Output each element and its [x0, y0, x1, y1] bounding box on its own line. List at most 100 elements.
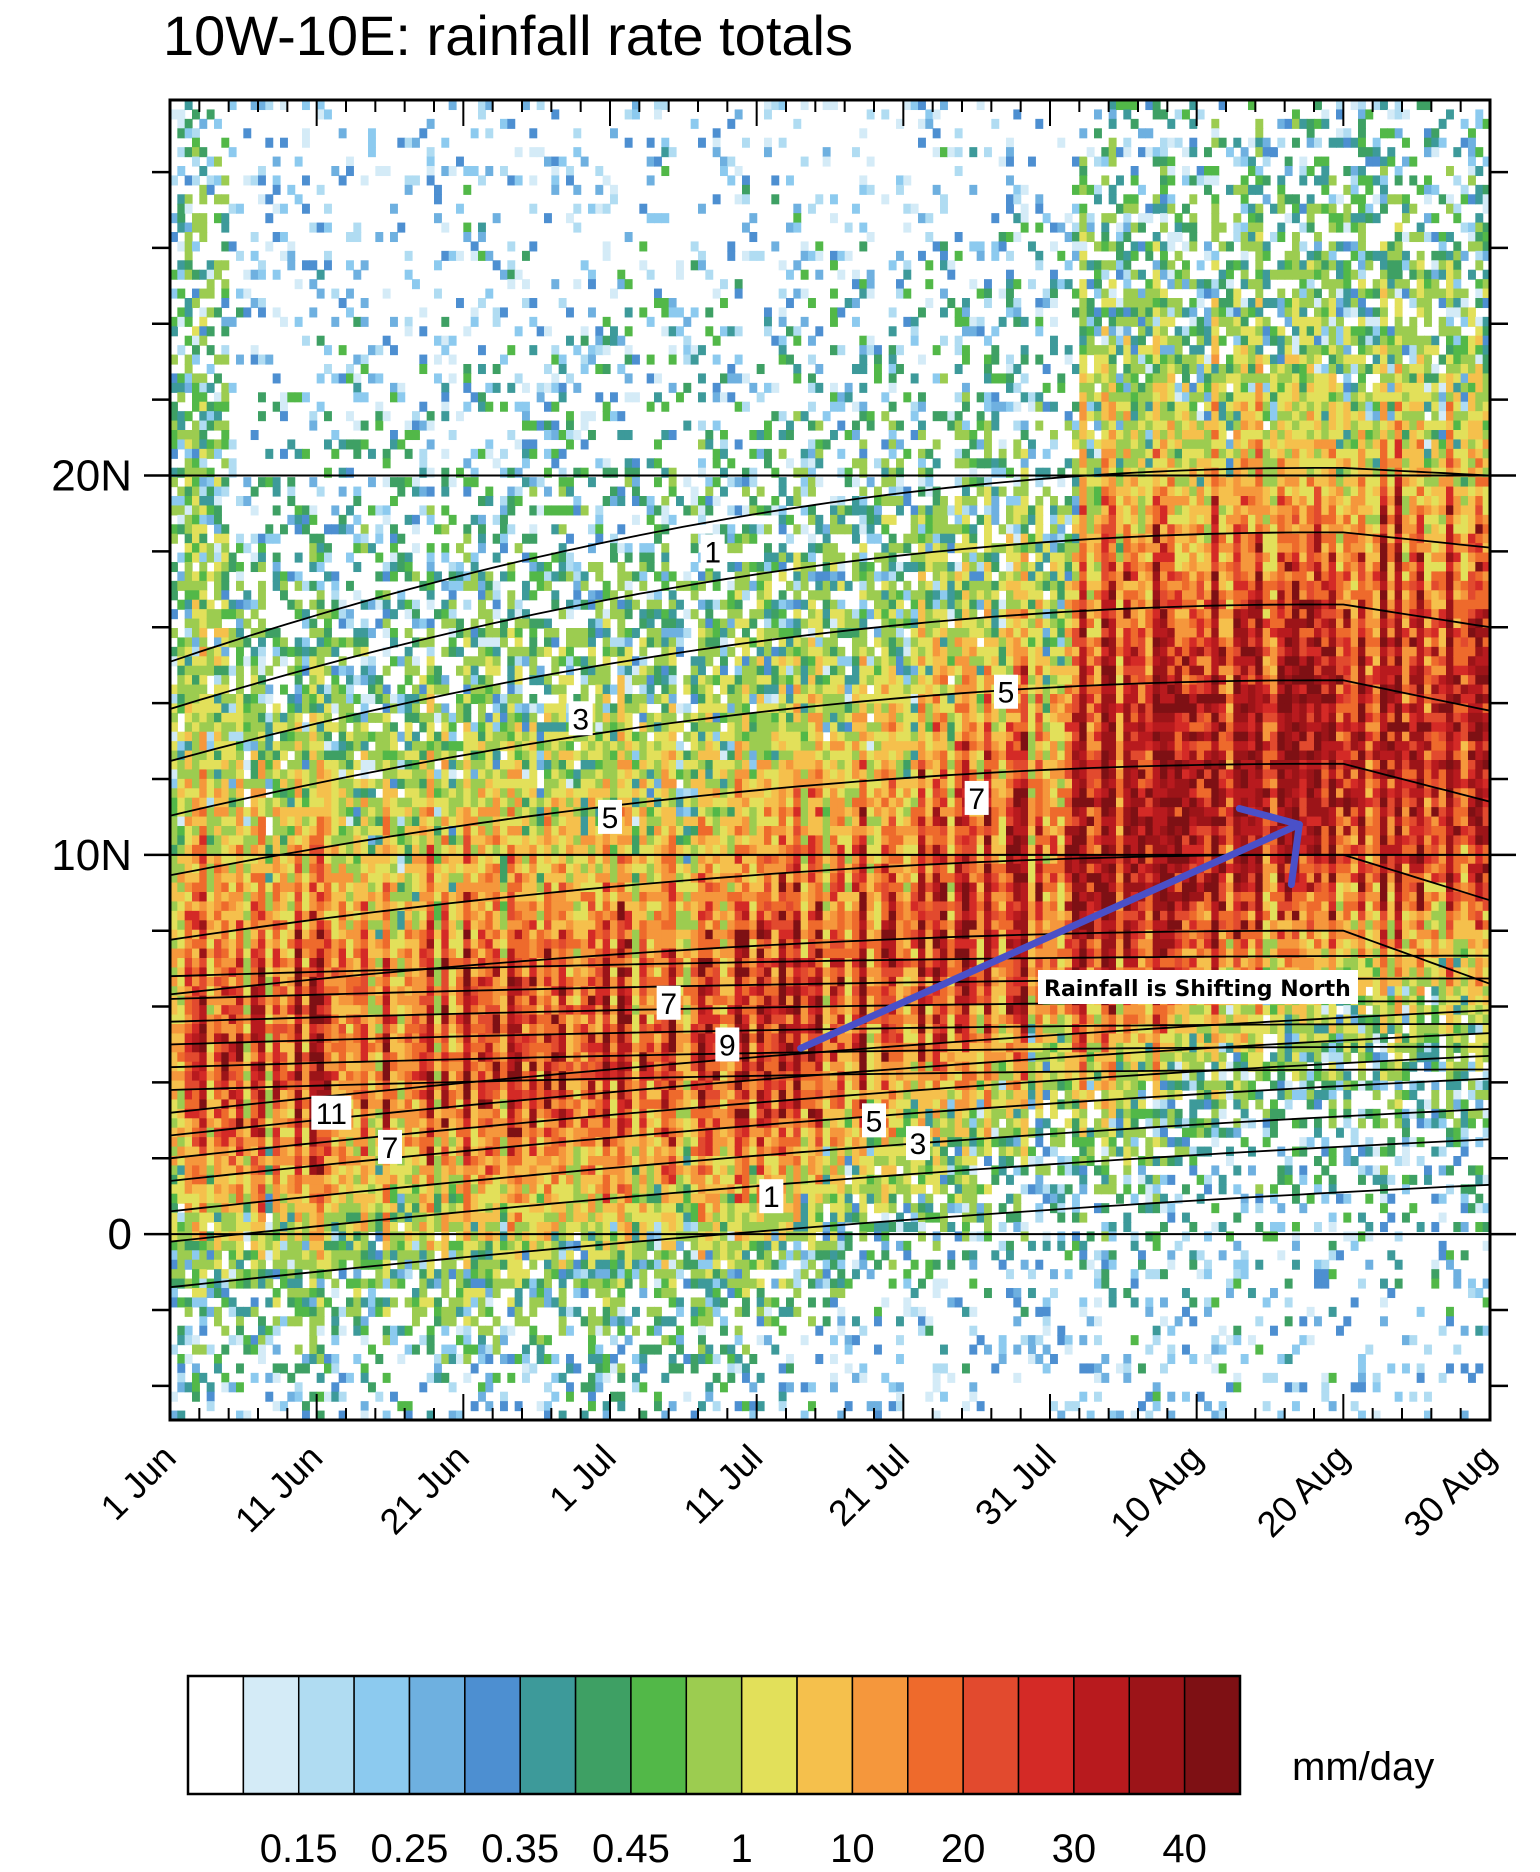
heat-cell	[441, 929, 450, 940]
heat-cell	[206, 910, 215, 921]
heat-cell	[397, 703, 406, 714]
heat-cell	[507, 628, 516, 639]
heat-cell	[397, 778, 406, 789]
heat-cell	[375, 524, 384, 535]
heat-cell	[368, 882, 376, 893]
heat-cell	[536, 1212, 545, 1223]
heat-cell	[390, 731, 398, 742]
heat-cell	[360, 844, 369, 855]
heat-cell	[177, 1156, 186, 1167]
heat-cell	[265, 1335, 274, 1346]
heat-cell	[500, 967, 508, 978]
heat-cell	[324, 1354, 332, 1365]
heat-cell	[544, 1240, 552, 1251]
heat-cell	[434, 1005, 442, 1016]
heat-cell	[206, 364, 215, 375]
heat-cell	[558, 694, 567, 705]
heat-cell	[338, 684, 347, 695]
heat-cell	[294, 760, 303, 771]
heat-cell	[448, 976, 457, 987]
heat-cell	[221, 939, 230, 950]
heat-cell	[294, 580, 303, 591]
heat-cell	[360, 1278, 369, 1289]
heat-cell	[426, 1325, 435, 1336]
heat-cell	[294, 1042, 303, 1053]
heat-cell	[272, 929, 281, 940]
heat-cell	[478, 1354, 486, 1365]
heat-cell	[360, 1108, 369, 1119]
heat-cell	[558, 995, 567, 1006]
heat-cell	[170, 1099, 178, 1110]
heat-cell	[382, 1335, 391, 1346]
heat-cell	[448, 1108, 457, 1119]
heat-cell	[250, 1146, 259, 1157]
heat-cell	[544, 637, 552, 648]
heat-cell	[551, 731, 560, 742]
heat-cell	[258, 628, 266, 639]
heat-cell	[463, 571, 472, 582]
heat-cell	[419, 1033, 428, 1044]
heat-cell	[375, 590, 384, 601]
heat-cell	[192, 646, 200, 657]
heat-cell	[250, 1090, 259, 1101]
heat-cell	[199, 1156, 208, 1167]
heat-cell	[272, 712, 281, 723]
heat-cell	[536, 703, 545, 714]
heat-cell	[456, 948, 464, 959]
heat-cell	[419, 1080, 428, 1091]
heat-cell	[544, 703, 552, 714]
heat-cell	[221, 854, 230, 865]
heat-cell	[478, 1137, 486, 1148]
heat-cell	[280, 1269, 288, 1280]
heat-cell	[214, 873, 222, 884]
heat-cell	[316, 599, 325, 610]
heat-cell	[529, 175, 538, 186]
heat-cell	[566, 854, 574, 865]
heat-cell	[265, 241, 274, 252]
heat-cell	[170, 628, 178, 639]
heat-cell	[316, 533, 325, 544]
heat-cell	[529, 590, 538, 601]
heat-cell	[243, 1156, 252, 1167]
heat-cell	[346, 1014, 354, 1025]
heat-cell	[558, 920, 567, 931]
heat-cell	[287, 241, 296, 252]
heat-cell	[177, 976, 186, 987]
heat-cell	[419, 458, 428, 469]
heat-cell	[522, 722, 530, 733]
heat-cell	[214, 571, 222, 582]
heat-cell	[390, 1061, 398, 1072]
heat-cell	[382, 1193, 391, 1204]
heat-cell	[192, 288, 200, 299]
heat-cell	[309, 543, 318, 554]
heat-cell	[170, 580, 178, 591]
heat-cell	[346, 703, 354, 714]
heat-cell	[397, 1024, 406, 1035]
heat-cell	[470, 562, 479, 573]
heat-cell	[272, 552, 281, 563]
heat-cell	[368, 1127, 376, 1138]
heat-cell	[390, 1071, 398, 1082]
heat-cell	[184, 298, 193, 309]
heat-cell	[324, 1024, 332, 1035]
heat-cell	[404, 1156, 413, 1167]
heat-cell	[478, 854, 486, 865]
heat-cell	[221, 1222, 230, 1233]
heat-cell	[514, 1014, 523, 1025]
heat-cell	[221, 260, 230, 271]
heat-cell	[566, 609, 574, 620]
heat-cell	[404, 420, 413, 431]
heat-cell	[456, 1410, 464, 1420]
heat-cell	[331, 939, 340, 950]
heat-cell	[558, 1024, 567, 1035]
heat-cell	[507, 279, 516, 290]
heat-cell	[287, 665, 296, 676]
heat-cell	[500, 1184, 508, 1195]
heat-cell	[448, 1005, 457, 1016]
heat-cell	[192, 1024, 200, 1035]
heat-cell	[507, 1099, 516, 1110]
heat-cell	[397, 731, 406, 742]
heat-cell	[434, 788, 442, 799]
heat-cell	[214, 901, 222, 912]
heat-cell	[390, 854, 398, 865]
